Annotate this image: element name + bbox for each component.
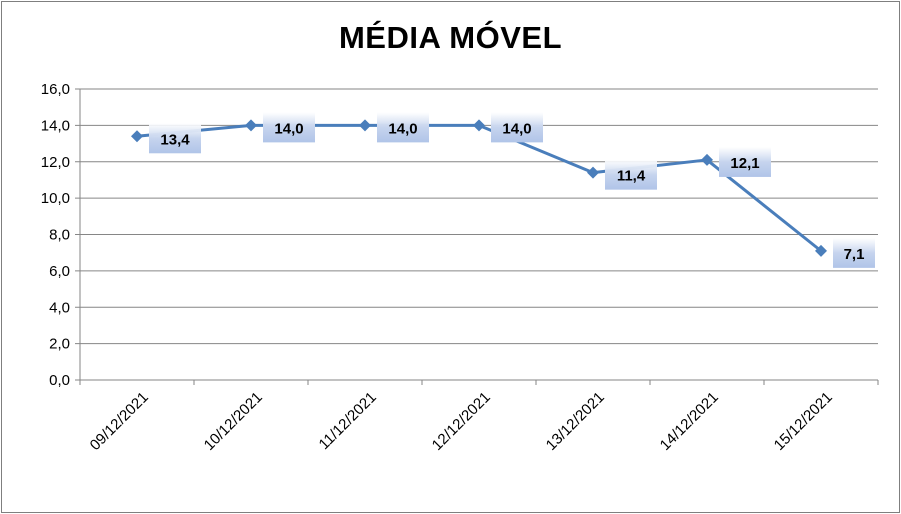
data-point-marker [587,166,599,179]
data-label-box [149,123,201,154]
data-point-marker [701,153,713,166]
y-tick-label: 2,0 [49,336,70,353]
x-tick-label: 11/12/2021 [316,389,380,453]
data-label: 14,0 [502,120,531,137]
y-tick-label: 4,0 [49,299,70,316]
x-tick-label: 09/12/2021 [87,389,152,454]
data-label: 14,0 [274,120,303,137]
series-line [136,123,822,253]
data-label: 11,4 [617,168,646,185]
data-label: 12,1 [730,155,759,172]
chart-title: MÉDIA MÓVEL [338,20,563,55]
x-tick-label: 14/12/2021 [657,389,722,454]
data-point-marker [815,244,827,257]
data-label: 7,1 [844,246,865,263]
x-tick-label: 15/12/2021 [771,389,836,454]
y-tick-label: 14,0 [41,117,70,134]
data-label-box [833,237,875,268]
data-point-marker [359,119,371,132]
y-tick-label: 10,0 [41,190,70,207]
y-tick-label: 16,0 [41,81,70,98]
data-label-box [605,159,657,190]
x-tick-label: 13/12/2021 [543,389,608,454]
data-label-box [263,112,315,143]
y-tick-label: 12,0 [41,154,70,171]
data-point-marker [473,119,485,132]
data-label-box [719,146,771,177]
data-label-box [377,112,429,143]
data-label: 13,4 [160,131,190,148]
y-tick-label: 0,0 [49,372,70,389]
x-tick-label: 10/12/2021 [201,389,266,454]
y-tick-label: 6,0 [49,263,70,280]
x-tick-label: 12/12/2021 [429,389,494,454]
data-point-marker [131,130,143,143]
data-label-box [491,112,543,143]
data-point-marker [245,119,257,132]
data-label: 14,0 [388,120,417,137]
y-tick-label: 8,0 [49,227,70,244]
